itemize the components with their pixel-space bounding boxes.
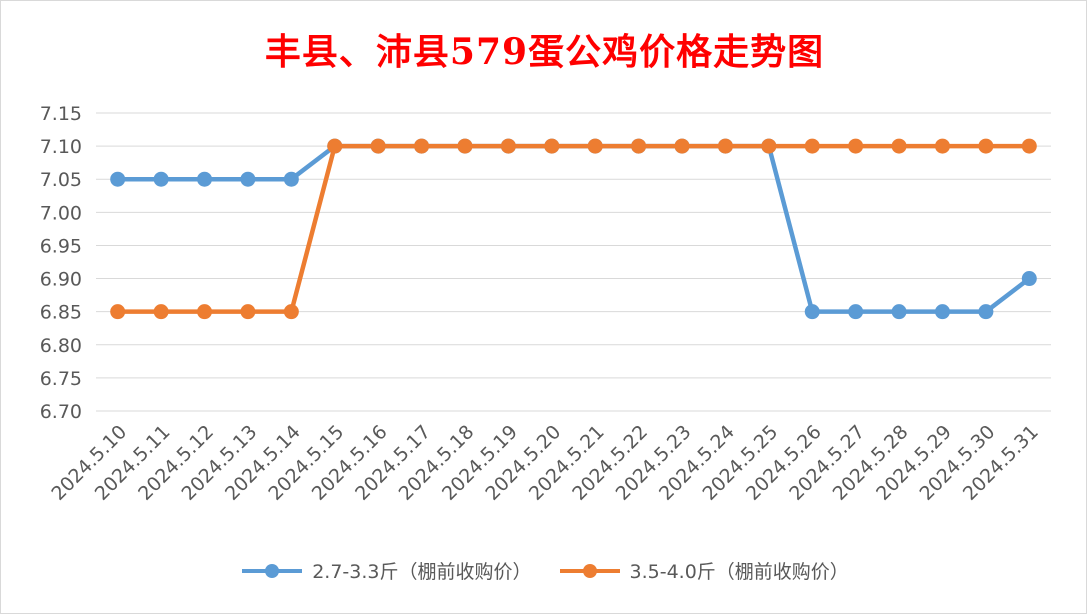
data-point — [327, 138, 343, 154]
y-tick-label: 6.95 — [40, 235, 82, 257]
y-tick-label: 6.90 — [40, 269, 82, 291]
data-point — [978, 304, 994, 320]
data-point — [674, 138, 690, 154]
data-point — [631, 138, 647, 154]
y-tick-label: 6.70 — [40, 401, 82, 423]
data-point — [414, 138, 430, 154]
x-axis-ticks: 2024.5.102024.5.112024.5.122024.5.132024… — [47, 421, 1043, 505]
data-point — [283, 171, 299, 187]
y-tick-label: 7.15 — [40, 103, 82, 125]
series-line — [117, 143, 1030, 314]
data-point — [891, 138, 907, 154]
data-point — [848, 138, 864, 154]
data-point — [1021, 271, 1037, 287]
data-point — [587, 138, 603, 154]
data-point — [544, 138, 560, 154]
legend-label-series-2: 3.5-4.0斤（棚前收购价） — [629, 561, 849, 583]
data-point — [848, 304, 864, 320]
data-point — [934, 304, 950, 320]
data-point — [934, 138, 950, 154]
legend-swatch-series-1 — [242, 563, 303, 578]
data-point — [457, 138, 473, 154]
y-tick-label: 6.85 — [40, 302, 82, 324]
series-lines — [110, 138, 1037, 320]
data-point — [500, 138, 516, 154]
legend-swatch-series-2 — [559, 563, 620, 578]
data-point — [110, 304, 126, 320]
data-point — [153, 304, 169, 320]
y-axis-ticks: 6.70 6.75 6.80 6.85 6.90 6.95 7.00 7.05 7.10 7.15 — [40, 103, 82, 423]
legend-label-series-1: 2.7-3.3斤（棚前收购价） — [312, 561, 532, 583]
data-point — [110, 171, 126, 187]
data-point — [240, 304, 256, 320]
y-tick-label: 6.80 — [40, 335, 82, 357]
y-tick-label: 7.10 — [40, 136, 82, 158]
data-point — [978, 138, 994, 154]
data-point — [1021, 138, 1037, 154]
data-point — [197, 304, 213, 320]
data-point — [804, 138, 820, 154]
series-1 — [110, 138, 1037, 320]
data-point — [370, 138, 386, 154]
chart-title: 丰县、沛县579蛋公鸡价格走势图 — [264, 31, 825, 73]
data-point — [283, 304, 299, 320]
data-point — [761, 138, 777, 154]
gridlines — [96, 112, 1051, 412]
data-point — [804, 304, 820, 320]
data-point — [153, 171, 169, 187]
data-point — [197, 171, 213, 187]
y-tick-label: 6.75 — [40, 368, 82, 390]
series-line — [117, 143, 1031, 314]
data-point — [240, 171, 256, 187]
legend: 2.7-3.3斤（棚前收购价） 3.5-4.0斤（棚前收购价） — [1, 557, 1087, 584]
series-2 — [110, 138, 1037, 320]
y-tick-label: 7.00 — [40, 202, 82, 224]
legend-item-series-1: 2.7-3.3斤（棚前收购价） — [240, 557, 532, 584]
data-point — [891, 304, 907, 320]
legend-item-series-2: 3.5-4.0斤（棚前收购价） — [558, 557, 849, 584]
data-point — [717, 138, 733, 154]
y-tick-label: 7.05 — [40, 169, 82, 191]
